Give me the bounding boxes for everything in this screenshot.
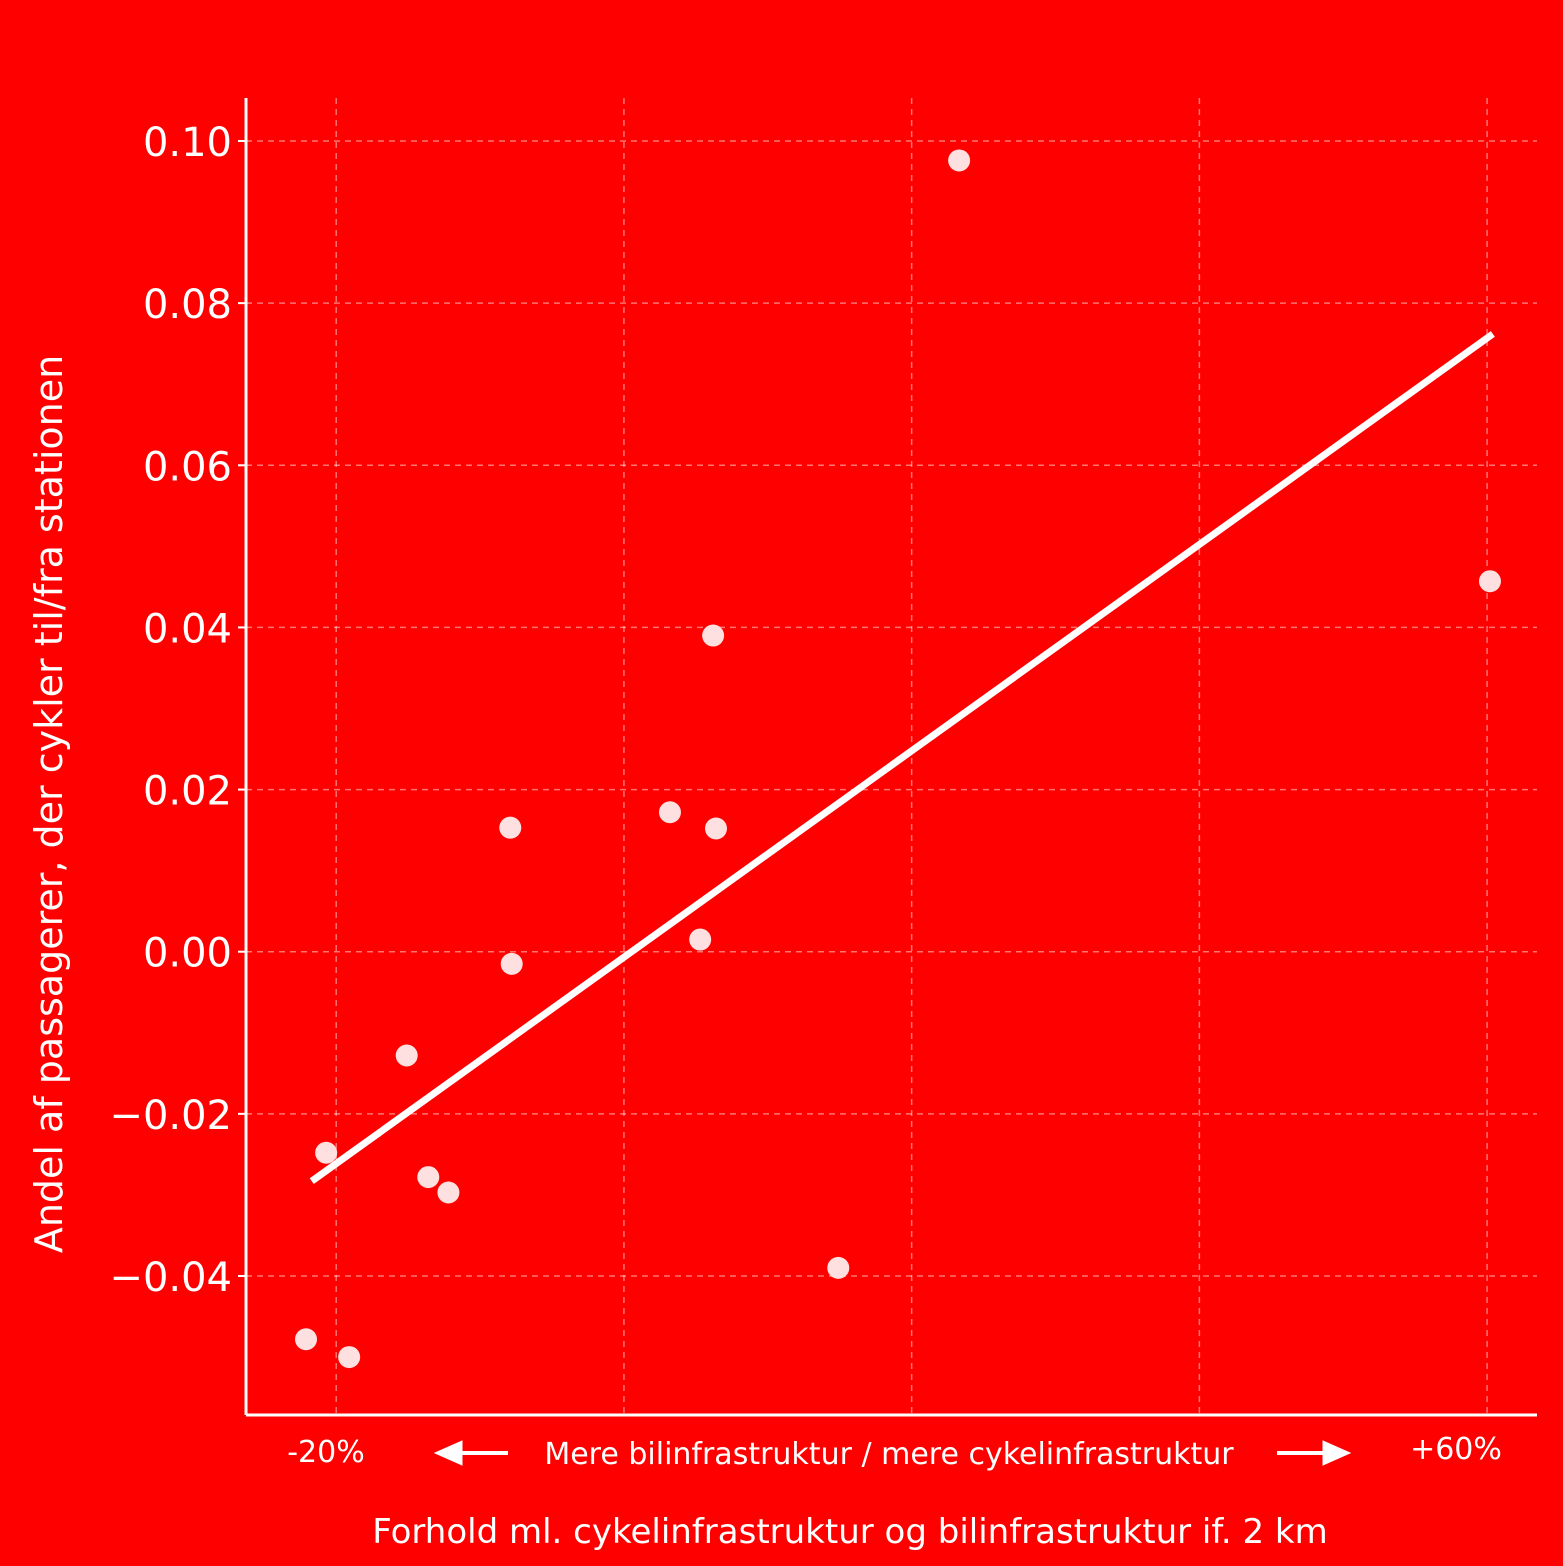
x-left-label: -20% xyxy=(287,1435,365,1470)
data-point xyxy=(948,149,971,172)
data-points xyxy=(295,149,1501,1369)
y-tick-label: 0.08 xyxy=(143,282,232,328)
data-point xyxy=(315,1141,338,1164)
y-tick-label: 0.06 xyxy=(143,444,232,490)
y-tick-label: 0.00 xyxy=(143,931,232,977)
left-arrow-head xyxy=(433,1440,463,1466)
x-axis-label: Forhold ml. cykelinfrastruktur og bilinf… xyxy=(372,1512,1327,1552)
data-point xyxy=(499,816,522,839)
y-tick-label: 0.02 xyxy=(143,769,232,815)
y-tick-label: −0.02 xyxy=(109,1093,232,1139)
y-tick-label: 0.10 xyxy=(143,120,232,166)
x-right-label: +60% xyxy=(1410,1432,1502,1467)
y-tick-label: −0.04 xyxy=(109,1255,232,1301)
right-arrow-head xyxy=(1322,1440,1352,1466)
data-point xyxy=(658,801,681,824)
data-point xyxy=(827,1256,850,1279)
data-point xyxy=(705,817,727,840)
data-point xyxy=(500,952,523,975)
data-point xyxy=(689,928,712,951)
data-point xyxy=(295,1328,317,1351)
right-arrow xyxy=(1277,1440,1352,1466)
data-point xyxy=(417,1166,440,1189)
data-point xyxy=(395,1044,418,1067)
data-point xyxy=(437,1181,460,1204)
y-tick-labels: 0.10 0.08 0.06 0.04 0.02 0.00 −0.02 −0.04 xyxy=(109,120,232,1301)
trendline xyxy=(309,331,1495,1184)
data-point xyxy=(1478,570,1501,593)
data-point xyxy=(702,624,725,647)
x-direction-label: Mere bilinfrastruktur / mere cykelinfras… xyxy=(544,1437,1234,1472)
y-tick-label: 0.04 xyxy=(143,606,232,652)
y-axis-label: Andel af passagerer, der cykler til/fra … xyxy=(27,355,71,1253)
horizontal-gridlines xyxy=(238,140,1537,1277)
left-arrow xyxy=(433,1440,508,1466)
data-point xyxy=(338,1346,361,1369)
